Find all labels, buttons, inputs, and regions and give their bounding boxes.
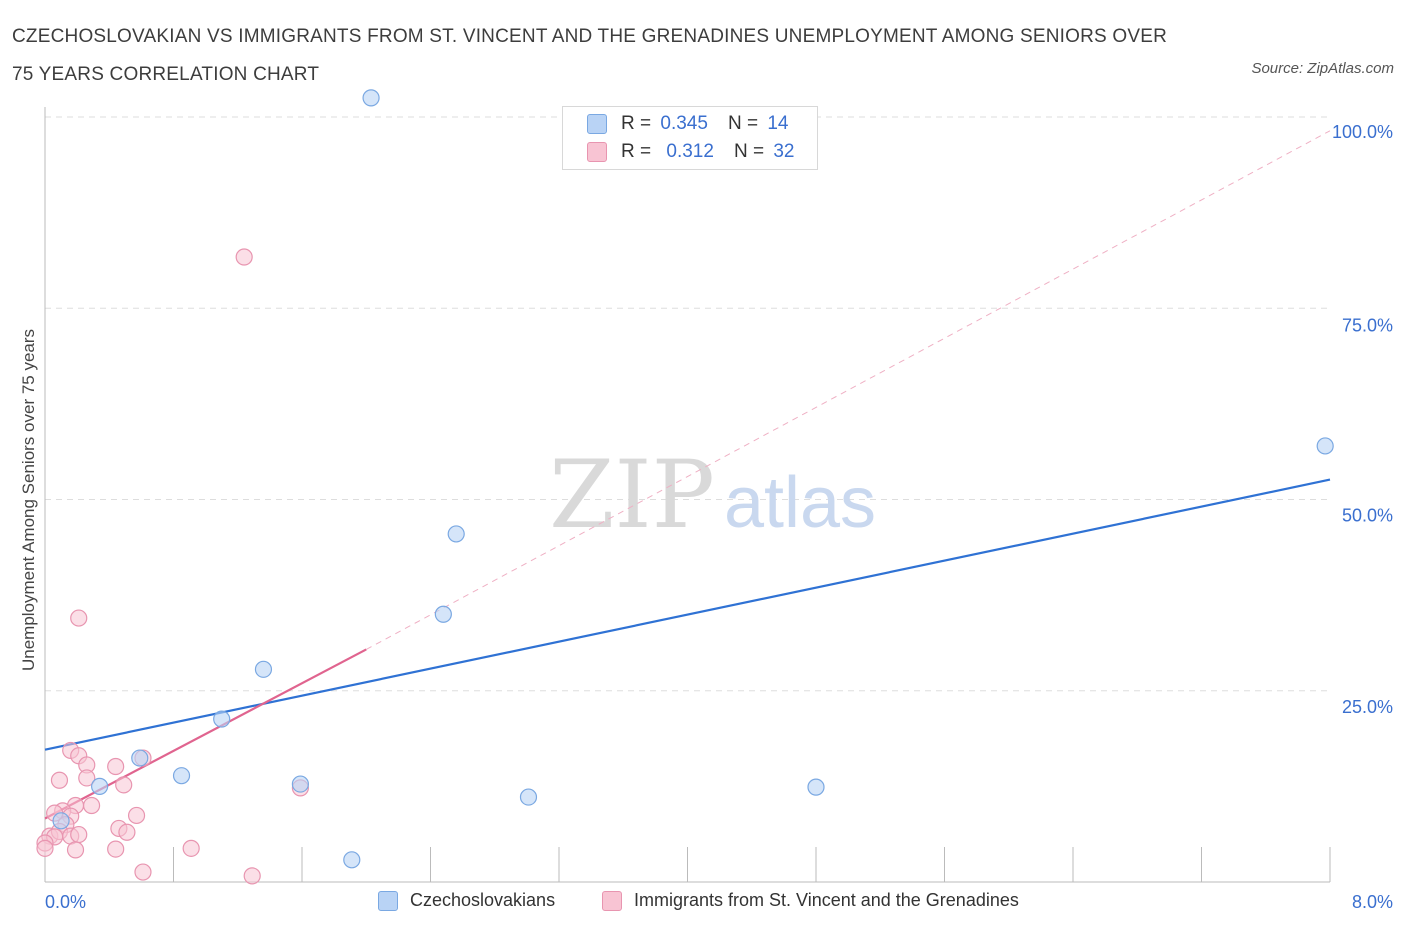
data-point-czechoslovakians: [213, 710, 231, 728]
series-legend-label: Czechoslovakians: [410, 890, 556, 910]
watermark-zip: ZIP: [549, 441, 715, 550]
data-point-czechoslovakians: [1316, 437, 1334, 455]
data-point-czechoslovakians: [254, 660, 273, 678]
legend-row-czechoslovakians: R = 0.345 N = 14: [587, 112, 788, 136]
watermark: ZIP atlas: [549, 441, 876, 550]
data-point-czechoslovakians: [434, 605, 452, 623]
data-point-czechoslovakians: [362, 89, 380, 107]
legend-row-immigrants: R = 0.312 N = 32: [587, 140, 794, 164]
grid-layer: [45, 116, 1330, 692]
data-point-czechoslovakians: [131, 749, 149, 767]
points-layer: [36, 89, 1334, 885]
data-point-immigrants: [107, 840, 125, 858]
legend-n-label: N =: [733, 141, 765, 162]
legend-n-label: N =: [727, 113, 759, 134]
tick-label-layer: 100.0% 75.0% 50.0% 25.0% 0.0% 8.0%: [45, 122, 1393, 912]
data-point-immigrants: [50, 771, 69, 789]
y-tick-label: 50.0%: [1342, 506, 1393, 526]
data-point-immigrants: [134, 863, 152, 881]
data-point-immigrants: [78, 769, 96, 787]
data-point-immigrants: [70, 825, 88, 844]
data-point-czechoslovakians: [807, 778, 825, 796]
axis-layer: [44, 107, 1331, 883]
data-point-immigrants: [107, 757, 125, 776]
legend-swatch-pink: [587, 142, 607, 162]
data-point-immigrants: [182, 839, 200, 857]
y-tick-label: 75.0%: [1342, 315, 1393, 335]
series-swatch-pink: [602, 890, 622, 911]
y-tick-label: 25.0%: [1342, 697, 1393, 717]
watermark-atlas: atlas: [724, 463, 876, 543]
source-label: Source: ZipAtlas.com: [1251, 60, 1394, 77]
legend-n-value: 32: [773, 141, 795, 162]
series-legend-label: Immigrants from St. Vincent and the Gren…: [634, 890, 1019, 910]
series-legend-item-immigrants: Immigrants from St. Vincent and the Gren…: [602, 890, 1019, 911]
x-tick-label: 0.0%: [45, 892, 86, 912]
legend-r-value: 0.312: [666, 141, 714, 162]
x-tick-label: 8.0%: [1352, 892, 1393, 912]
data-point-czechoslovakians: [172, 767, 191, 785]
data-point-immigrants: [115, 776, 133, 794]
trend-line-immigrants-extension: [366, 130, 1331, 650]
data-point-immigrants: [243, 867, 261, 885]
data-point-immigrants: [66, 841, 85, 859]
legend-r-label: R =: [621, 141, 652, 162]
legend-r-label: R =: [621, 113, 652, 134]
series-legend-item-czechoslovakians: Czechoslovakians: [378, 890, 555, 911]
y-tick-label: 100.0%: [1332, 122, 1393, 142]
series-legend: Czechoslovakians Immigrants from St. Vin…: [0, 890, 1406, 916]
data-point-czechoslovakians: [91, 777, 109, 795]
legend-swatch-blue: [587, 114, 607, 134]
data-point-immigrants: [235, 248, 253, 266]
legend-n-value: 14: [767, 113, 789, 134]
trend-line-immigrants: [44, 648, 367, 820]
chart-title: CZECHOSLOVAKIAN VS IMMIGRANTS FROM ST. V…: [12, 26, 1168, 85]
data-point-immigrants: [36, 839, 54, 857]
correlation-legend: R = 0.345 N = 14 R = 0.312 N = 32: [562, 106, 818, 170]
data-point-immigrants: [127, 806, 146, 825]
data-point-czechoslovakians: [519, 788, 538, 806]
data-point-immigrants: [118, 823, 136, 841]
legend-r-value: 0.345: [660, 113, 708, 134]
data-point-czechoslovakians: [52, 812, 70, 830]
data-point-immigrants: [70, 609, 88, 627]
data-point-czechoslovakians: [343, 851, 361, 869]
data-point-immigrants: [82, 796, 101, 815]
data-point-czechoslovakians: [447, 525, 465, 543]
data-point-czechoslovakians: [291, 775, 309, 793]
series-swatch-blue: [378, 890, 398, 911]
